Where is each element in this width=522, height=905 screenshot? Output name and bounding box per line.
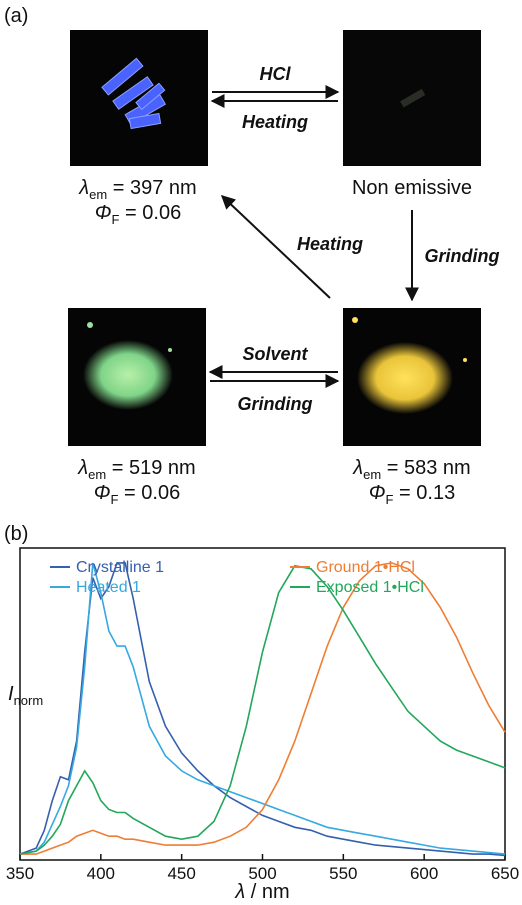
arrow-label: Grinding [238, 394, 313, 414]
x-tick-label: 450 [167, 864, 195, 883]
label: Non emissive [352, 177, 472, 199]
y-axis-label: Inorm [8, 683, 43, 708]
label: λem = 397 nm [78, 177, 196, 202]
arrow-label: Heating [242, 112, 308, 132]
symbol: Φ [95, 202, 112, 224]
text: = 397 nm [107, 177, 197, 199]
legend-label: Crystalline 1 [76, 559, 164, 576]
symbol: λ [352, 457, 363, 479]
x-tick-label: 600 [410, 864, 438, 883]
label: λem = 519 nm [77, 457, 195, 482]
label: λ / nm [234, 881, 289, 903]
arrow-label: Solvent [242, 344, 308, 364]
legend-label: Exposed 1•HCl [316, 579, 424, 596]
label: ΦF = 0.13 [369, 482, 455, 507]
panel-label: (b) [4, 523, 28, 545]
text: Non emissive [352, 177, 472, 199]
legend-label: Heated 1 [76, 579, 141, 596]
photo [70, 30, 208, 166]
subscript: F [386, 492, 394, 507]
arrow-label: Heating [297, 234, 363, 254]
subscript: em [363, 467, 381, 482]
label: λem = 583 nm [352, 457, 470, 482]
photo [343, 30, 481, 166]
subscript: em [89, 187, 107, 202]
subscript: F [112, 212, 120, 227]
subscript: F [111, 492, 119, 507]
x-tick-label: 350 [6, 864, 34, 883]
text: = 519 nm [106, 457, 196, 479]
x-tick-label: 550 [329, 864, 357, 883]
text: = 583 nm [381, 457, 471, 479]
legend-label: Ground 1•HCl [316, 559, 415, 576]
panel-label: (a) [4, 5, 28, 27]
series-line [20, 566, 505, 854]
symbol: Φ [94, 482, 111, 504]
text: = 0.06 [118, 482, 180, 504]
text: / nm [245, 881, 289, 903]
text: = 0.13 [393, 482, 455, 504]
arrow-label: Grinding [425, 246, 500, 266]
figure: (a) HCl Heating Grinding Heating [0, 0, 522, 905]
series-line [20, 563, 505, 856]
x-tick-label: 650 [491, 864, 519, 883]
series-line [20, 563, 505, 854]
photo [343, 308, 481, 446]
photo [68, 308, 206, 446]
arrow-label: HCl [260, 64, 292, 84]
text: = 0.06 [119, 202, 181, 224]
symbol: Φ [369, 482, 386, 504]
symbol: λ [78, 177, 89, 199]
label: ΦF = 0.06 [94, 482, 180, 507]
symbol: λ [77, 457, 88, 479]
x-tick-label: 400 [87, 864, 115, 883]
label: ΦF = 0.06 [95, 202, 181, 227]
subscript: em [88, 467, 106, 482]
subscript: norm [14, 693, 44, 708]
symbol: λ [234, 881, 245, 903]
